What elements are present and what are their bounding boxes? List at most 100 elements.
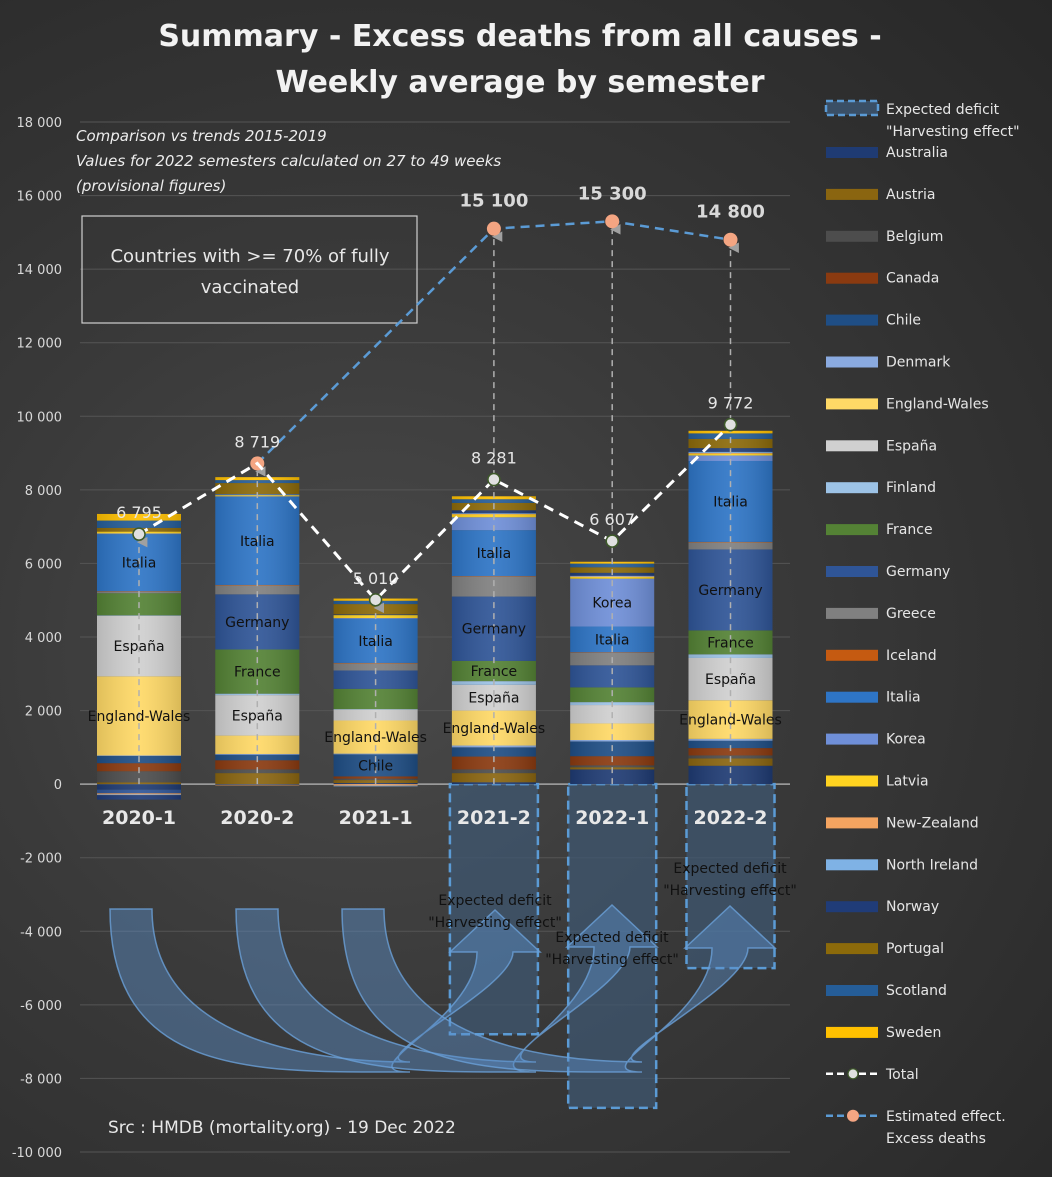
y-tick-label: -4 000 xyxy=(20,925,62,940)
estimated-effect-label: 14 800 xyxy=(696,202,765,223)
segment-label: France xyxy=(707,635,754,651)
legend-label: Chile xyxy=(886,313,921,329)
legend-label: Germany xyxy=(886,564,950,580)
legend-label: Australia xyxy=(886,145,948,161)
annotation-box xyxy=(81,215,418,324)
y-tick-label: 4 000 xyxy=(25,631,62,646)
legend-swatch-austria xyxy=(826,188,878,200)
legend-swatch-greece xyxy=(826,607,878,619)
total-marker xyxy=(605,534,619,548)
total-label: 9 772 xyxy=(708,394,754,413)
legend-swatch-expected-deficit xyxy=(824,99,880,117)
total-label: 8 719 xyxy=(234,432,280,451)
deficit-label-line-1: Expected deficit xyxy=(555,930,669,946)
segment-label: Germany xyxy=(225,615,289,631)
y-tick-label: 8 000 xyxy=(25,484,62,499)
legend-swatch-iceland xyxy=(826,649,878,661)
legend-swatch-denmark xyxy=(826,356,878,368)
x-tick-label: 2022-2 xyxy=(694,807,768,829)
legend: Expected deficit "Harvesting effect" Austr… xyxy=(824,99,1020,1147)
harvesting-arrow xyxy=(109,908,542,1073)
deficit-label-line-2: "Harvesting effect" xyxy=(663,883,797,899)
note-line-2: Values for 2022 semesters calculated on … xyxy=(76,152,501,170)
legend-label: Portugal xyxy=(886,941,944,957)
total-label: 6 795 xyxy=(116,503,162,522)
legend-swatch-new-zealand xyxy=(826,817,878,829)
legend-label: "Harvesting effect" xyxy=(886,124,1020,140)
segment-label: England-Wales xyxy=(324,730,427,746)
y-tick-label: 6 000 xyxy=(25,557,62,572)
segment-label: Italia xyxy=(713,494,748,510)
x-tick-label: 2022-1 xyxy=(575,807,649,829)
x-tick-label: 2021-1 xyxy=(339,807,413,829)
segment-label: Italia xyxy=(477,546,512,562)
legend-label: Finland xyxy=(886,480,936,496)
legend-marker-estimated-effect xyxy=(847,1109,859,1122)
segment-label: Italia xyxy=(358,634,393,650)
legend-swatch-england-wales xyxy=(826,398,878,410)
legend-label: England-Wales xyxy=(886,396,989,412)
legend-marker-total xyxy=(847,1068,859,1080)
deficit-label-line-2: "Harvesting effect" xyxy=(545,952,679,968)
total-marker xyxy=(723,417,738,432)
legend-swatch-north-ireland xyxy=(826,859,878,871)
segment-label: Germany xyxy=(698,583,762,599)
legend-swatch-latvia xyxy=(826,775,878,787)
legend-label: Austria xyxy=(886,187,935,203)
legend-swatch-scotland xyxy=(826,985,878,996)
legend-label: Denmark xyxy=(886,355,951,371)
legend-label: New-Zealand xyxy=(886,815,979,831)
segment-label: Italia xyxy=(595,632,630,648)
total-marker xyxy=(368,593,383,607)
segment-label: España xyxy=(468,691,519,707)
legend-label: Iceland xyxy=(886,648,937,664)
segment-label: España xyxy=(113,639,164,655)
legend-swatch-germany xyxy=(826,566,878,577)
legend-label: France xyxy=(886,522,933,538)
note-line-1: Comparison vs trends 2015-2019 xyxy=(76,127,327,145)
legend-swatch-italia xyxy=(826,691,878,703)
legend-label: North Ireland xyxy=(886,857,978,873)
total-label: 6 607 xyxy=(589,510,635,529)
segment-label: France xyxy=(471,664,518,680)
y-tick-label: 16 000 xyxy=(17,190,63,205)
segment-label: Korea xyxy=(592,596,632,612)
segment-label: England-Wales xyxy=(88,709,191,725)
y-tick-label: -8 000 xyxy=(20,1072,62,1087)
segment-label: España xyxy=(232,708,283,724)
y-tick-label: 18 000 xyxy=(17,116,63,131)
chart-title-line-1: Summary - Excess deaths from all causes … xyxy=(158,19,881,54)
legend-label: Excess deaths xyxy=(886,1131,986,1147)
estimated-effect-line xyxy=(256,220,731,465)
segment-label: Chile xyxy=(358,758,393,774)
chart-title-line-2: Weekly average by semester xyxy=(275,65,764,100)
legend-label: Norway xyxy=(886,899,939,915)
harvesting-arrow xyxy=(235,903,659,1073)
x-tick-label: 2020-1 xyxy=(102,807,176,829)
total-marker xyxy=(487,472,501,487)
total-label: 5 010 xyxy=(353,569,399,588)
segment-label: Italia xyxy=(240,534,275,550)
y-tick-label: 10 000 xyxy=(17,410,63,425)
x-tick-label: 2021-2 xyxy=(457,807,531,829)
estimated-effect-label: 15 100 xyxy=(459,191,528,212)
segment-label: España xyxy=(705,672,756,688)
legend-swatch-korea xyxy=(826,733,878,745)
segment-label: England-Wales xyxy=(443,721,546,737)
estimated-effect-label: 15 300 xyxy=(578,183,647,204)
deficit-label-line-1: Expected deficit xyxy=(673,861,787,877)
legend-label: Total xyxy=(885,1067,919,1083)
total-label: 8 281 xyxy=(471,449,517,468)
source-text: Src : HMDB (mortality.org) - 19 Dec 2022 xyxy=(108,1118,456,1138)
legend-label: España xyxy=(886,438,937,454)
x-tick-label: 2020-2 xyxy=(220,807,294,829)
estimated-effect-marker xyxy=(605,214,620,229)
legend-swatch-portugal xyxy=(826,943,878,955)
y-tick-label: -10 000 xyxy=(12,1146,62,1161)
legend-swatch-chile xyxy=(826,314,878,326)
legend-swatch-norway xyxy=(826,901,878,913)
y-tick-label: 2 000 xyxy=(25,705,62,720)
legend-swatch-finland xyxy=(826,482,878,494)
segment-label: Germany xyxy=(462,622,526,638)
